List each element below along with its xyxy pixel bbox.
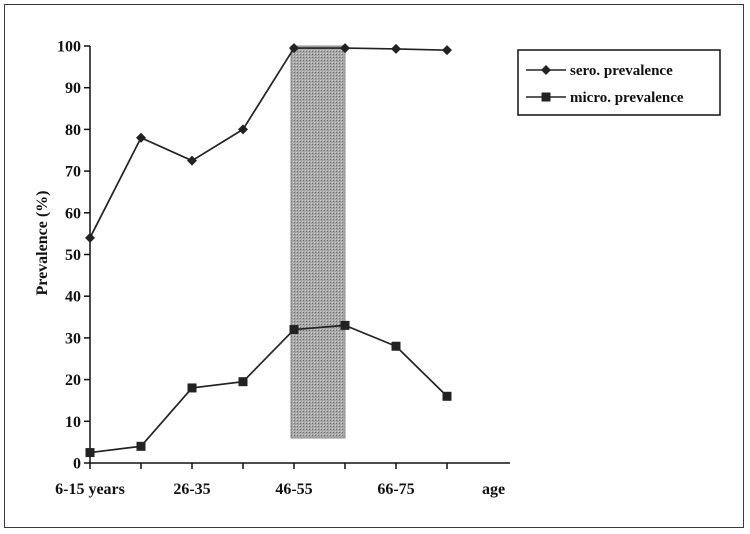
y-tick-label: 90 <box>65 80 81 97</box>
legend-sero-marker <box>541 65 551 75</box>
micro-point <box>187 383 197 393</box>
y-tick-label: 0 <box>73 456 81 473</box>
micro-point <box>340 320 350 330</box>
micro-point <box>136 441 146 451</box>
sero-point <box>442 45 452 56</box>
y-tick-label: 30 <box>65 330 81 347</box>
y-axis-title: Prevalence (%) <box>34 191 51 296</box>
shaded-band <box>290 45 346 439</box>
micro-point <box>85 448 95 458</box>
series-line-micro <box>89 324 448 454</box>
legend: sero. prevalence micro. prevalence <box>517 49 721 116</box>
y-tick-label: 70 <box>65 164 81 181</box>
sero-point <box>289 43 299 54</box>
y-tick-label: 50 <box>65 247 81 264</box>
y-tick-layer: 0 10 20 30 40 50 60 70 80 90 100 <box>57 39 90 473</box>
x-axis-title: age <box>482 481 505 498</box>
y-tick-label: 40 <box>65 289 81 306</box>
legend-sero-label: sero. prevalence <box>570 63 673 79</box>
y-tick-label: 10 <box>65 414 81 431</box>
x-tick-label: 26-35 <box>173 481 210 498</box>
series-layer <box>85 43 452 458</box>
sero-point <box>187 155 197 166</box>
y-tick-label: 60 <box>65 205 81 222</box>
sero-point <box>340 43 350 54</box>
x-tick-label: 6-15 years <box>55 481 125 498</box>
y-tick-label: 80 <box>65 122 81 139</box>
x-tick-label: 66-75 <box>377 481 414 498</box>
y-tick-label: 20 <box>65 372 81 389</box>
sero-point <box>391 43 401 54</box>
legend-micro-marker <box>541 92 551 102</box>
sero-point <box>136 132 146 143</box>
micro-point <box>391 341 401 351</box>
sero-point <box>85 232 95 243</box>
sero-point <box>238 124 248 135</box>
legend-box <box>517 49 721 116</box>
shaded-band-layer <box>290 45 346 439</box>
micro-point <box>442 391 452 401</box>
legend-micro-label: micro. prevalence <box>570 90 684 106</box>
micro-point <box>289 325 299 335</box>
series-line-sero <box>89 47 448 239</box>
x-tick-layer: 6-15 years 26-35 46-55 66-75 <box>55 463 448 498</box>
micro-point <box>238 377 248 387</box>
y-tick-label: 100 <box>57 39 81 56</box>
x-tick-label: 46-55 <box>275 481 312 498</box>
